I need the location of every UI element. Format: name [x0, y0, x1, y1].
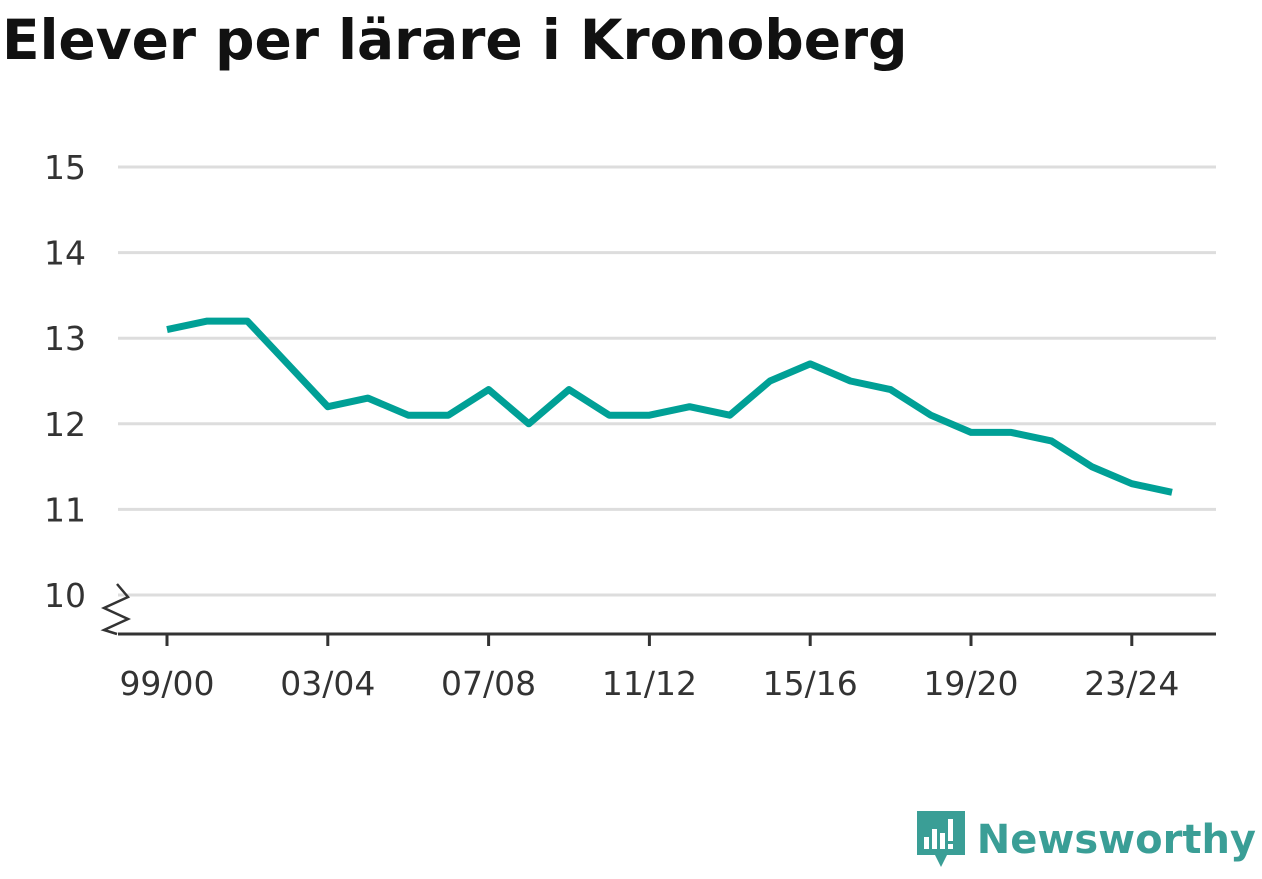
- series-layer: [166, 317, 1173, 496]
- x-tick-label: 07/08: [441, 664, 536, 703]
- gridlines: [118, 165, 1216, 597]
- y-tick-label: 13: [44, 319, 86, 358]
- x-tick-label: 03/04: [280, 664, 375, 703]
- x-axis: [100, 583, 1216, 636]
- x-tick-label: 11/12: [602, 664, 697, 703]
- y-tick-label: 14: [44, 234, 86, 273]
- x-tick-label: 15/16: [763, 664, 858, 703]
- x-tick-label: 99/00: [119, 664, 214, 703]
- x-tick-label: 19/20: [923, 664, 1018, 703]
- x-tick-label: 23/24: [1084, 664, 1179, 703]
- axis-break-icon: [100, 583, 132, 636]
- series-line: [166, 317, 1173, 496]
- y-tick-label: 10: [44, 576, 86, 615]
- y-axis-ticks: 10 11 12 13 14 15: [44, 148, 86, 615]
- newsworthy-brand: Newsworthy: [916, 811, 1256, 869]
- chart-title: Elever per lärare i Kronoberg: [2, 8, 908, 72]
- y-tick-label: 15: [44, 148, 86, 187]
- newsworthy-logo-icon: [916, 811, 965, 867]
- brand-name: Newsworthy: [976, 817, 1256, 863]
- y-tick-label: 11: [44, 490, 86, 529]
- x-axis-ticks: 99/00 03/04 07/08 11/12 15/16 19/20 23/24: [119, 634, 1179, 703]
- y-tick-label: 12: [44, 405, 86, 444]
